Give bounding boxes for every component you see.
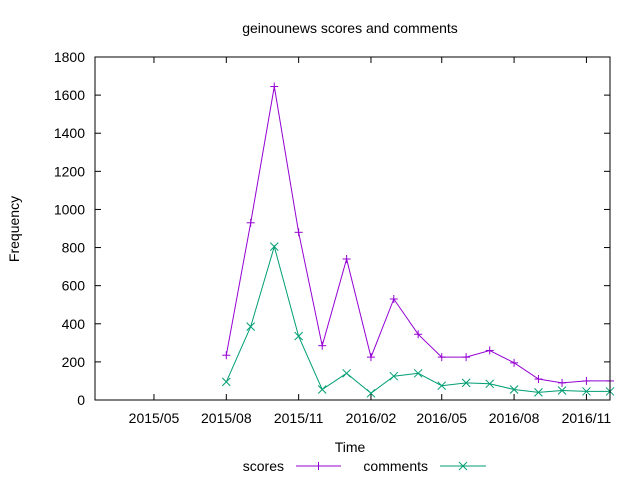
- point-comments: [485, 379, 495, 389]
- point-scores: [318, 341, 327, 350]
- point-scores: [485, 346, 494, 355]
- point-scores: [222, 351, 231, 360]
- y-tick-label: 200: [62, 354, 86, 370]
- y-tick-label: 1200: [54, 163, 85, 179]
- point-comments: [246, 322, 256, 331]
- point-scores: [342, 254, 351, 263]
- y-tick-label: 1600: [54, 87, 85, 103]
- point-comments: [509, 385, 519, 394]
- point-scores: [582, 376, 591, 385]
- x-axis-ticks: 2015/05 2015/08 2015/11 2016/02 2016/05 2016/…: [129, 57, 612, 426]
- point-comments: [269, 242, 279, 251]
- point-scores: [246, 218, 255, 227]
- x-tick-label: 2015/08: [201, 410, 252, 426]
- legend-label-comments: comments: [363, 458, 428, 474]
- legend-marker-comments: [458, 461, 468, 471]
- point-comments: [413, 368, 423, 378]
- point-comments: [294, 331, 303, 341]
- point-comments: [582, 387, 591, 396]
- point-scores: [437, 353, 446, 362]
- point-comments: [342, 368, 351, 378]
- point-comments: [389, 371, 399, 381]
- legend: scores comments: [243, 458, 486, 474]
- point-comments: [437, 381, 447, 391]
- legend-label-scores: scores: [243, 458, 284, 474]
- point-scores: [510, 358, 519, 367]
- x-tick-label: 2016/08: [489, 410, 540, 426]
- x-tick-label: 2015/11: [274, 410, 324, 426]
- x-tick-label: 2015/05: [129, 410, 180, 426]
- y-axis-ticks: 0 200 400 600 800 1000 1200 1400 1600 1800: [54, 49, 610, 408]
- series-line-scores: [225, 86, 610, 384]
- point-comments: [557, 386, 567, 395]
- point-scores: [294, 228, 303, 237]
- y-tick-label: 800: [62, 240, 86, 256]
- y-tick-label: 400: [62, 316, 86, 332]
- y-tick-label: 0: [77, 392, 85, 408]
- y-axis-label: Frequency: [6, 196, 22, 262]
- x-tick-label: 2016/05: [416, 410, 467, 426]
- point-comments: [461, 378, 471, 388]
- point-comments: [366, 388, 376, 398]
- series-line-comments: [225, 244, 610, 394]
- point-comments: [221, 377, 231, 387]
- point-scores: [558, 378, 567, 387]
- plot-frame: [94, 56, 611, 401]
- y-tick-label: 1000: [54, 201, 85, 217]
- series-layer: [221, 82, 615, 398]
- x-tick-label: 2016/11: [562, 410, 612, 426]
- x-tick-label: 2016/02: [346, 410, 397, 426]
- chart-title: geinounews scores and comments: [242, 20, 458, 36]
- point-scores: [534, 375, 543, 384]
- point-scores: [389, 295, 398, 304]
- point-scores: [270, 82, 279, 91]
- x-axis-label: Time: [335, 439, 366, 455]
- point-comments: [534, 388, 543, 397]
- y-tick-label: 1800: [54, 49, 85, 65]
- point-scores: [462, 353, 471, 362]
- point-comments: [317, 385, 327, 394]
- point-scores: [414, 330, 423, 339]
- y-tick-label: 600: [62, 278, 86, 294]
- point-scores: [366, 353, 375, 362]
- legend-marker-scores: [314, 462, 323, 470]
- y-tick-label: 1400: [54, 125, 85, 141]
